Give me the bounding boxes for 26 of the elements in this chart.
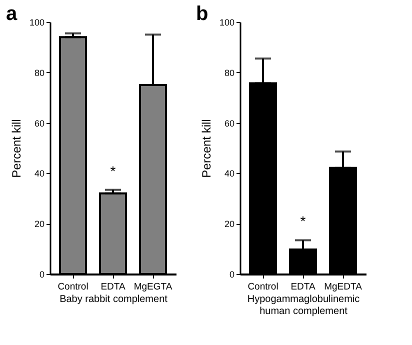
chart-title: a (6, 3, 18, 25)
chart-title: b (196, 3, 208, 25)
y-axis-title: Percent kill (199, 119, 214, 178)
y-tick-label: 100 (219, 18, 234, 28)
y-tick-label: 60 (34, 118, 44, 128)
x-tick-label: EDTA (290, 282, 316, 292)
x-axis-title: Baby rabbit complement (60, 294, 168, 305)
x-tick-label: MgEDTA (324, 282, 363, 292)
y-tick-label: 40 (224, 168, 234, 179)
x-tick-label: Control (248, 282, 278, 292)
annotation: * (300, 213, 306, 230)
x-tick-label: MgEGTA (134, 282, 173, 292)
y-tick-label: 80 (224, 68, 234, 78)
y-tick-label: 0 (229, 270, 234, 280)
x-tick-label: EDTA (100, 282, 126, 292)
y-tick-label: 100 (29, 18, 44, 28)
y-tick-label: 0 (39, 270, 44, 280)
y-tick-label: 40 (34, 168, 44, 179)
y-tick-label: 20 (34, 219, 44, 230)
annotation: * (110, 162, 116, 179)
y-tick-label: 80 (34, 68, 44, 78)
y-tick-label: 60 (224, 118, 234, 128)
x-axis-title: Hypogammaglobulinemic human complement (247, 294, 360, 317)
x-tick-label: Control (58, 282, 88, 292)
y-tick-label: 20 (224, 219, 234, 230)
y-axis-title: Percent kill (9, 119, 24, 178)
